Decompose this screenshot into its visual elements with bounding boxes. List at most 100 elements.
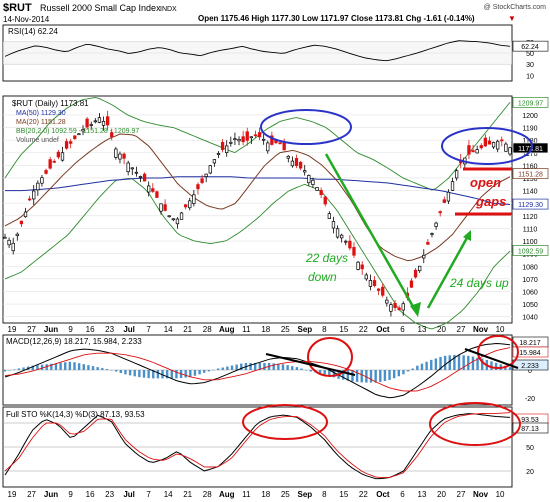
macd-histogram-bar — [332, 370, 336, 378]
price-panel — [2, 95, 513, 324]
x-axis-label-bottom: Jul — [123, 490, 135, 499]
green-up-arrowhead — [463, 230, 471, 241]
exchange-label: INDX — [160, 6, 177, 13]
sto-tick-label: 50 — [526, 445, 534, 452]
candle-body — [426, 242, 430, 245]
rsi-line — [4, 40, 511, 62]
candle-body — [69, 141, 73, 144]
price-tick-label: 1080 — [522, 264, 538, 271]
x-axis-label: 19 — [8, 325, 17, 334]
macd-histogram-bar — [295, 367, 299, 370]
x-axis-label-bottom: 15 — [339, 490, 348, 499]
macd-histogram-bar — [175, 370, 178, 379]
candle-body — [483, 137, 488, 147]
x-axis-label: Jun — [44, 325, 58, 334]
macd-histogram-bar — [184, 370, 187, 378]
macd-histogram-bar — [91, 366, 95, 370]
x-axis-label: 11 — [242, 325, 251, 334]
candle-body — [364, 274, 368, 280]
down-arrow-icon: ▼ — [508, 14, 516, 23]
macd-histogram-bar — [161, 370, 164, 379]
candle-body — [60, 152, 65, 161]
macd-histogram-bar — [152, 370, 155, 379]
macd-histogram-bar — [277, 363, 280, 370]
candle-body — [397, 307, 401, 311]
candle-body — [184, 204, 188, 208]
macd-histogram-bar — [193, 370, 197, 376]
candle-body — [15, 233, 19, 237]
price-value-tag — [512, 96, 549, 108]
macd-histogram-bar — [508, 367, 512, 370]
macd-histogram-bar — [383, 370, 387, 381]
green-down-arrow-line — [324, 153, 417, 311]
candle-body — [196, 184, 200, 190]
macd-histogram-bar — [50, 363, 53, 370]
macd-histogram-bar — [365, 370, 368, 383]
macd-histogram-bar — [198, 370, 201, 375]
legend-ma50: MA(50) 1129.30 — [16, 110, 66, 117]
macd-histogram-bar — [481, 358, 484, 370]
annotation-24-days-up: 24 days up — [449, 276, 509, 290]
candle-body — [225, 145, 229, 153]
macd-histogram-bar — [203, 370, 206, 373]
macd-histogram-bar — [476, 357, 479, 370]
macd-histogram-bar — [128, 370, 132, 376]
macd-signal-line — [4, 347, 511, 392]
macd-histogram-bar — [300, 368, 303, 370]
candle-body — [344, 240, 348, 243]
red-ellipse-macd-sep — [307, 337, 353, 377]
candle-body — [381, 286, 385, 296]
candle-body — [89, 124, 93, 126]
price-title: $RUT (Daily) 1173.81 — [12, 99, 89, 108]
price-tick-label: 1040 — [522, 315, 538, 322]
red-ellipse-sto-sep — [242, 404, 328, 440]
green-down-arrowhead — [410, 302, 421, 317]
chart-date: 14-Nov-2014 — [3, 15, 50, 24]
macd-histogram-bar — [59, 362, 62, 370]
x-axis-label-bottom: 9 — [68, 490, 73, 499]
macd-histogram-bar — [101, 368, 104, 370]
candle-body — [7, 239, 11, 246]
x-axis-label-bottom: 21 — [183, 490, 192, 499]
candle-body — [446, 191, 451, 202]
red-ellipse-sto-nov — [429, 402, 521, 446]
macd-label: MACD(12,26,9) 18.217, 15.984, 2.233 — [6, 337, 142, 346]
sto-d-line — [4, 412, 511, 478]
candle-body — [163, 204, 167, 211]
candle-body — [32, 190, 36, 200]
macd-histogram-bar — [397, 370, 401, 377]
price-tick-label: 1160 — [522, 163, 537, 170]
candle-body — [241, 136, 245, 143]
x-axis-label: Aug — [219, 325, 235, 334]
rsi-value-text: 62.24 — [521, 44, 539, 51]
price-value-text: 1209.97 — [518, 100, 543, 107]
macd-histogram-bar — [388, 370, 391, 380]
x-axis-label: 28 — [203, 325, 212, 334]
candle-body — [142, 173, 147, 182]
macd-histogram-bar — [105, 369, 109, 370]
candle-body — [496, 140, 500, 150]
candle-body — [212, 159, 217, 164]
macd-histogram-bar — [416, 365, 419, 370]
candle-body — [257, 132, 262, 138]
macd-histogram-bar — [253, 363, 257, 370]
macd-histogram-bar — [420, 363, 424, 370]
candle-body — [175, 218, 180, 225]
x-axis-label-bottom: 13 — [418, 490, 427, 499]
sto-value-tag — [512, 422, 549, 434]
macd-histogram-bar — [73, 362, 76, 370]
candle-body — [418, 265, 422, 272]
price-tick-label: 1120 — [522, 214, 537, 221]
x-axis-label: 25 — [281, 325, 290, 334]
macd-histogram-bar — [258, 363, 262, 370]
macd-histogram-bar — [8, 370, 11, 371]
candle-body — [340, 234, 344, 239]
candle-body — [376, 288, 381, 291]
x-axis-label-bottom: Aug — [219, 490, 235, 499]
macd-histogram-bar — [374, 370, 377, 383]
macd-histogram-bar — [304, 369, 308, 371]
macd-histogram-bar — [318, 370, 322, 374]
x-axis-label-bottom: Oct — [376, 490, 390, 499]
